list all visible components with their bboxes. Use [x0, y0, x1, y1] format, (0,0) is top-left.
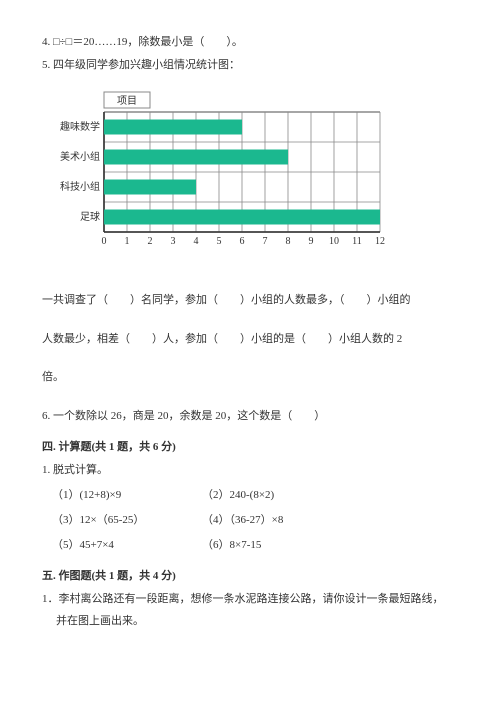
calc-5: （5）45+7×4	[52, 535, 202, 556]
calc-3: （3）12×（65-25）	[52, 510, 202, 531]
svg-text:足球: 足球	[80, 210, 100, 223]
q5-fill-line3: 倍。	[42, 367, 458, 388]
question-5-intro: 5. 四年级同学参加兴趣小组情况统计图：	[42, 55, 458, 76]
svg-text:美术小组: 美术小组	[60, 150, 100, 163]
page-root: 4. □÷□＝20……19，除数最小是（ ）。 5. 四年级同学参加兴趣小组情况…	[0, 0, 500, 707]
calc-row-3: （5）45+7×4 （6）8×7-15	[52, 535, 458, 556]
svg-text:2: 2	[148, 236, 153, 247]
section-5-title: 五. 作图题(共 1 题，共 4 分)	[42, 566, 458, 587]
calc-1: （1）(12+8)×9	[52, 485, 202, 506]
svg-text:7: 7	[263, 236, 268, 247]
svg-text:6: 6	[240, 236, 245, 247]
section-4-title: 四. 计算题(共 1 题，共 6 分)	[42, 437, 458, 458]
svg-text:4: 4	[194, 236, 199, 247]
q5-fill-line1: 一共调查了（ ）名同学，参加（ ）小组的人数最多，（ ）小组的	[42, 290, 458, 311]
svg-text:科技小组: 科技小组	[60, 180, 100, 193]
svg-text:8: 8	[286, 236, 291, 247]
svg-text:12: 12	[375, 236, 385, 247]
svg-text:3: 3	[171, 236, 176, 247]
svg-text:趣味数学: 趣味数学	[60, 120, 100, 133]
bar-chart: 项目0123456789101112趣味数学美术小组科技小组足球	[52, 90, 458, 268]
svg-text:9: 9	[309, 236, 314, 247]
calc-intro: 1. 脱式计算。	[42, 460, 458, 481]
svg-text:5: 5	[217, 236, 222, 247]
draw-q-line2: 并在图上画出来。	[56, 611, 458, 632]
calc-row-1: （1）(12+8)×9 （2）240-(8×2)	[52, 485, 458, 506]
bar-chart-svg: 项目0123456789101112趣味数学美术小组科技小组足球	[52, 90, 392, 260]
question-6: 6. 一个数除以 26，商是 20，余数是 20，这个数是（ ）	[42, 406, 458, 427]
svg-text:10: 10	[329, 236, 339, 247]
svg-text:1: 1	[125, 236, 130, 247]
calc-row-2: （3）12×（65-25） （4）（36-27）×8	[52, 510, 458, 531]
calc-6: （6）8×7-15	[202, 535, 352, 556]
calc-4: （4）（36-27）×8	[202, 510, 352, 531]
svg-text:项目: 项目	[117, 95, 137, 107]
q5-fill-line2: 人数最少，相差（ ）人，参加（ ）小组的是（ ）小组人数的 2	[42, 329, 458, 350]
svg-text:0: 0	[102, 236, 107, 247]
svg-text:11: 11	[352, 236, 362, 247]
calc-2: （2）240-(8×2)	[202, 485, 352, 506]
draw-q-line1: 1．李村离公路还有一段距离，想修一条水泥路连接公路，请你设计一条最短路线，	[42, 589, 458, 610]
question-4: 4. □÷□＝20……19，除数最小是（ ）。	[42, 32, 458, 53]
